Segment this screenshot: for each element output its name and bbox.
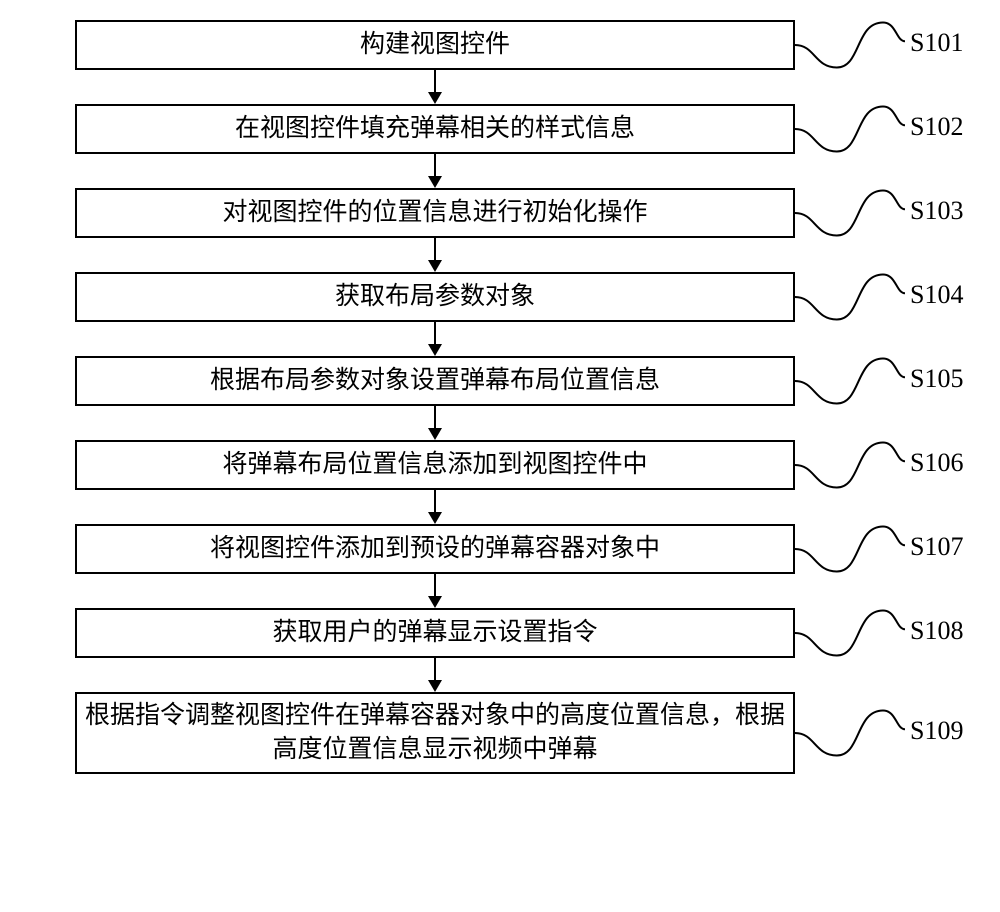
step-label: S106 [910,448,963,478]
step-label: S107 [910,532,963,562]
step-connector [795,708,905,758]
step-label: S101 [910,28,963,58]
step-label: S102 [910,112,963,142]
step-connector [795,104,905,154]
flow-arrow [425,574,445,608]
flow-step-box: 根据指令调整视图控件在弹幕容器对象中的高度位置信息，根据高度位置信息显示视频中弹… [75,692,795,774]
step-connector [795,188,905,238]
flow-step-box: 将视图控件添加到预设的弹幕容器对象中 [75,524,795,574]
step-label: S109 [910,716,963,746]
flow-step-box: 在视图控件填充弹幕相关的样式信息 [75,104,795,154]
step-connector [795,524,905,574]
flow-step-box: 获取布局参数对象 [75,272,795,322]
flow-arrow [425,322,445,356]
flow-arrow [425,406,445,440]
flow-step-box: 对视图控件的位置信息进行初始化操作 [75,188,795,238]
step-connector [795,356,905,406]
step-connector [795,608,905,658]
step-label: S108 [910,616,963,646]
flow-arrow [425,490,445,524]
step-label: S105 [910,364,963,394]
step-connector [795,272,905,322]
flow-step-box: 将弹幕布局位置信息添加到视图控件中 [75,440,795,490]
flow-step-box: 获取用户的弹幕显示设置指令 [75,608,795,658]
flow-arrow [425,70,445,104]
flow-step-box: 根据布局参数对象设置弹幕布局位置信息 [75,356,795,406]
step-connector [795,20,905,70]
flow-arrow [425,238,445,272]
flow-arrow [425,658,445,692]
flowchart-container: 构建视图控件 S101 在视图控件填充弹幕相关的样式信息 S102 对视图控件的位置信息… [0,0,1000,912]
step-label: S104 [910,280,963,310]
flow-arrow [425,154,445,188]
flow-step-box: 构建视图控件 [75,20,795,70]
step-connector [795,440,905,490]
step-label: S103 [910,196,963,226]
